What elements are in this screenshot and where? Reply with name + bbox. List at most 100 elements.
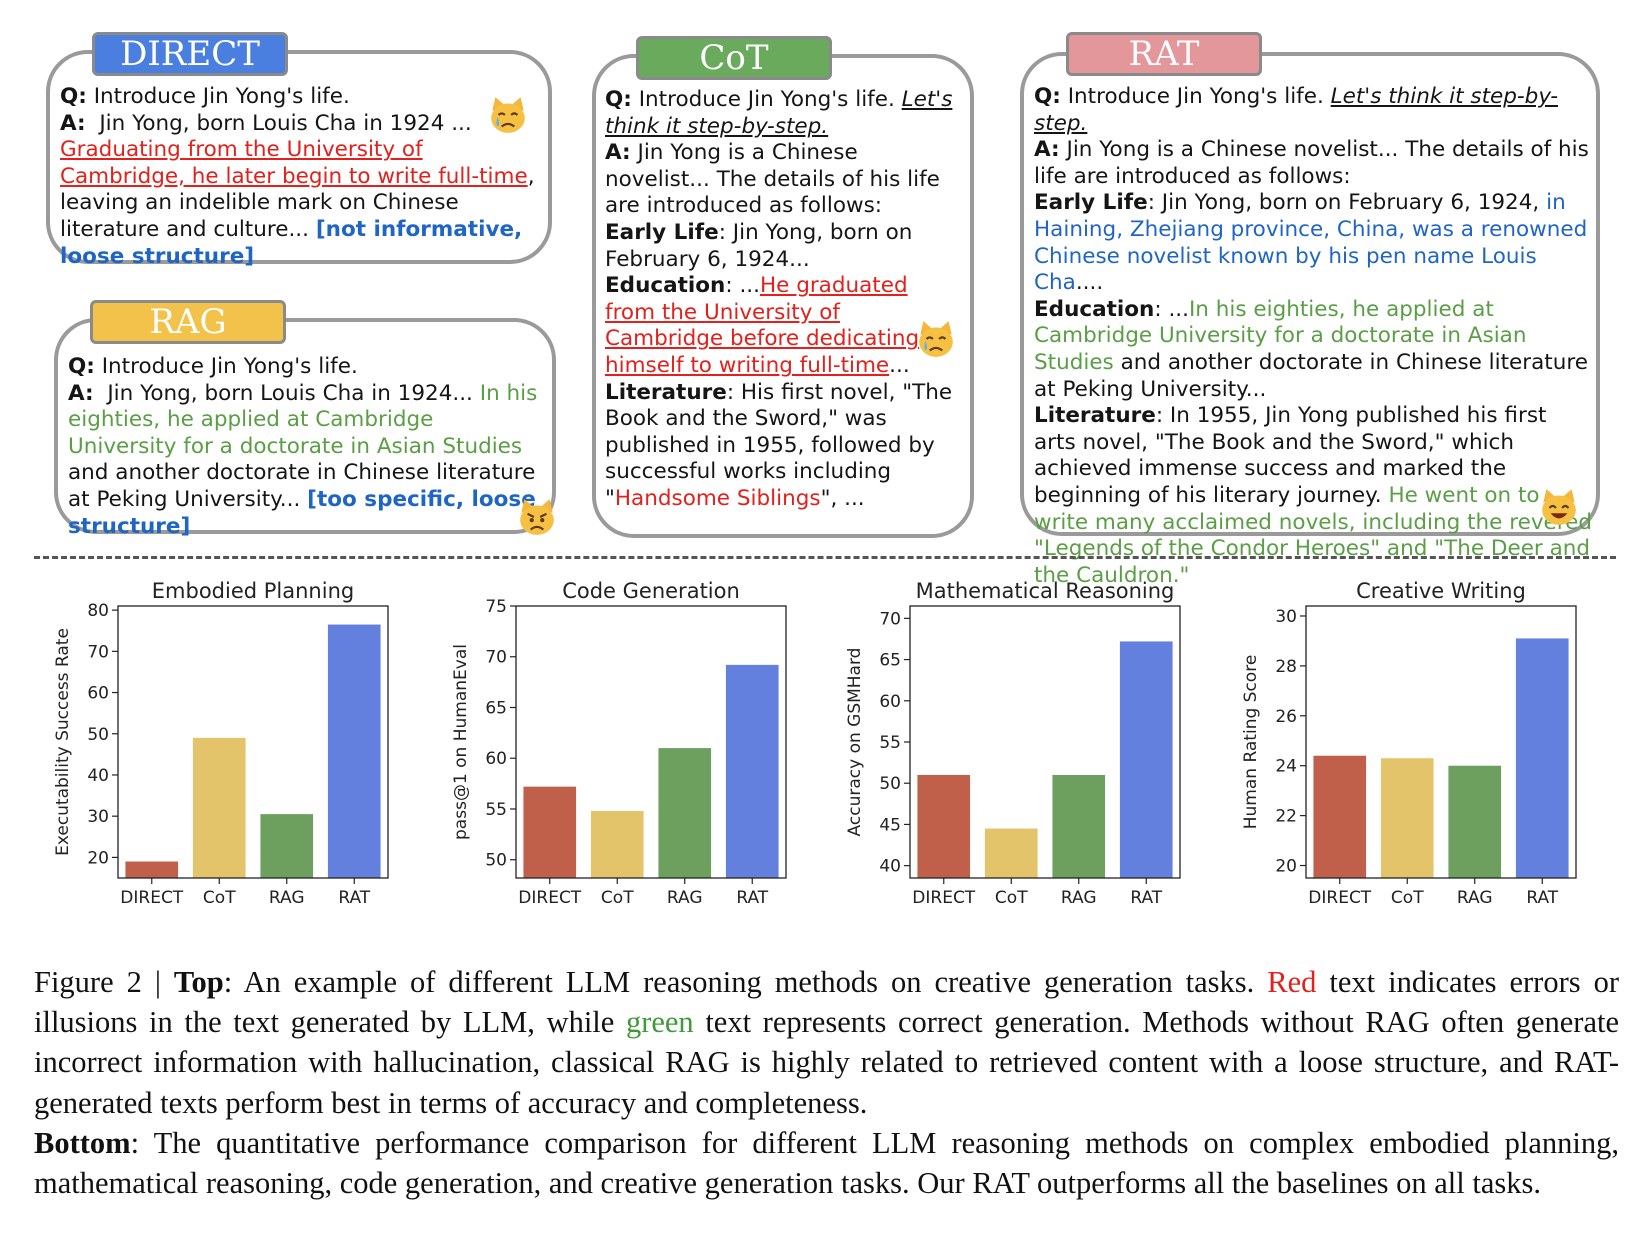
rat-panel — [1020, 52, 1600, 536]
bar-cot — [984, 828, 1038, 878]
cot-error-title: Handsome Siblings — [614, 485, 821, 511]
rag-tab: RAG — [90, 300, 286, 344]
rag-verdict: [too specific, loose structure] — [68, 486, 536, 539]
y-tick-label: 65 — [485, 698, 507, 718]
chart-title: Mathematical Reasoning — [916, 579, 1175, 603]
bar-direct — [917, 774, 971, 878]
chart-svg: Embodied Planning Executability Success R… — [53, 579, 389, 908]
plot-frame — [909, 605, 1181, 879]
bar-cot — [192, 737, 246, 878]
y-tick-label: 26 — [1275, 707, 1297, 727]
cot-text: Q: Introduce Jin Yong's life. Let's thin… — [605, 87, 961, 513]
y-tick-label: 22 — [1275, 807, 1297, 827]
cot-early-text: : Jin Yong, born on February 6, 1924... — [605, 219, 913, 272]
bar-rat — [725, 664, 779, 878]
y-tick-label: 40 — [879, 857, 901, 877]
rat-education-prefix: : ... — [1154, 296, 1189, 322]
chart-embodied-planning: Embodied Planning Executability Success R… — [40, 579, 440, 952]
a-label: A: — [605, 140, 631, 166]
bar-cot — [1380, 758, 1434, 878]
crying-cat-icon — [491, 97, 525, 133]
y-tick-label: 20 — [1275, 857, 1297, 877]
y-axis-label: Accuracy on GSMHard — [845, 648, 865, 837]
direct-panel — [46, 50, 552, 264]
cot-education-label: Education — [605, 273, 726, 299]
q-label: Q: — [605, 87, 632, 112]
x-tick-label: RAG — [269, 888, 305, 908]
rat-literature-label: Literature — [1034, 403, 1156, 429]
y-tick-label: 55 — [485, 800, 507, 820]
x-tick-label: RAT — [1130, 888, 1162, 908]
x-tick-label: RAT — [338, 888, 370, 908]
x-tick-label: RAT — [1526, 888, 1558, 908]
bottom-label: Bottom — [34, 1125, 131, 1160]
cot-prompt: Let's think it step-by-step. — [605, 87, 953, 139]
rat-early-suffix: .... — [1075, 270, 1104, 296]
chart-svg: Mathematical Reasoning Accuracy on GSMHar… — [845, 579, 1181, 908]
top-label: Top — [173, 965, 224, 999]
caption-text-4: : The quantitative performance compariso… — [34, 1125, 1619, 1201]
bar-direct — [523, 786, 577, 878]
chart-mathematical-reasoning: Mathematical Reasoning Accuracy on GSMHar… — [832, 579, 1232, 952]
cot-education-suffix: ... — [889, 352, 910, 378]
rat-tab: RAT — [1066, 32, 1262, 76]
y-tick-label: 60 — [485, 749, 507, 769]
rag-question: Introduce Jin Yong's life. — [101, 354, 358, 379]
rat-education-suffix: and another doctorate in Chinese literat… — [1034, 349, 1588, 402]
y-tick-label: 30 — [1275, 607, 1297, 627]
y-tick-label: 70 — [485, 648, 507, 668]
y-tick-label: 55 — [879, 733, 901, 753]
rat-correct-education: In his eighties, he applied at Cambridge… — [1034, 296, 1527, 375]
x-tick-label: DIRECT — [120, 888, 184, 908]
x-tick-label: DIRECT — [912, 888, 976, 908]
chart-title: Creative Writing — [1356, 579, 1526, 603]
x-tick-label: RAG — [667, 888, 703, 908]
direct-answer-intro: Jin Yong, born Louis Cha in 1924 ... — [99, 110, 472, 136]
cot-literature-text: : His first novel, "The Book and the Swo… — [605, 379, 953, 511]
x-tick-label: DIRECT — [1308, 888, 1372, 908]
y-tick-label: 28 — [1275, 657, 1297, 677]
rag-correct-text: In his eighties, he applied at Cambridge… — [68, 380, 538, 459]
grinning-cat-icon — [1542, 489, 1576, 525]
x-tick-label: RAG — [1061, 888, 1097, 908]
y-tick-label: 60 — [879, 692, 901, 712]
y-tick-label: 45 — [879, 815, 901, 835]
x-tick-label: CoT — [995, 888, 1028, 908]
direct-tab: DIRECT — [92, 32, 288, 76]
chart-svg: Creative Writing Human Rating Score 20 22 24… — [1241, 579, 1577, 908]
cot-question: Introduce Jin Yong's life. — [638, 87, 895, 112]
bar-direct — [1313, 755, 1367, 878]
direct-answer-tail: , leaving an indelible mark on Chinese l… — [60, 163, 535, 242]
rag-answer-intro: Jin Yong, born Louis Cha in 1924... — [107, 380, 473, 406]
a-label: A: — [1034, 137, 1060, 163]
x-tick-label: RAT — [736, 888, 768, 908]
caption-text-1: : An example of different LLM reasoning … — [223, 965, 1268, 999]
y-tick-label: 50 — [87, 725, 109, 745]
x-tick-label: CoT — [1391, 888, 1424, 908]
chart-code-generation: Code Generation pass@1 on HumanEval 50 55 60… — [438, 579, 838, 952]
figure-label: Figure 2 | — [34, 965, 174, 999]
plot-frame — [1305, 605, 1577, 879]
y-tick-label: 60 — [87, 684, 109, 704]
x-tick-label: CoT — [601, 888, 634, 908]
rat-text: Q: Introduce Jin Yong's life. Let's thin… — [1034, 84, 1594, 589]
rat-early-label: Early Life — [1034, 190, 1148, 216]
rag-answer-tail: and another doctorate in Chinese literat… — [68, 460, 536, 512]
rag-text: Q: Introduce Jin Yong's life. A: Jin Yon… — [68, 354, 540, 540]
rat-prompt: Let's think it step-by-step. — [1034, 84, 1559, 136]
caption-red-word: Red — [1267, 965, 1317, 999]
y-axis-label: pass@1 on HumanEval — [451, 644, 471, 840]
rat-retrieved-text: in Haining, Zhejiang province, China, wa… — [1034, 190, 1588, 296]
y-axis-label: Executability Success Rate — [53, 628, 73, 856]
rat-early-text: : Jin Yong, born on February 6, 1924, — [1147, 190, 1540, 216]
bar-cot — [590, 811, 644, 878]
y-tick-label: 20 — [87, 848, 109, 868]
a-label: A: — [60, 110, 86, 136]
rag-panel — [54, 318, 556, 534]
rat-question: Introduce Jin Yong's life. — [1067, 84, 1324, 109]
x-tick-label: RAG — [1457, 888, 1493, 908]
direct-verdict: [not informative, loose structure] — [60, 216, 523, 269]
cot-early-label: Early Life — [605, 219, 719, 245]
bar-rag — [1052, 774, 1106, 878]
plot-frame — [515, 605, 787, 879]
